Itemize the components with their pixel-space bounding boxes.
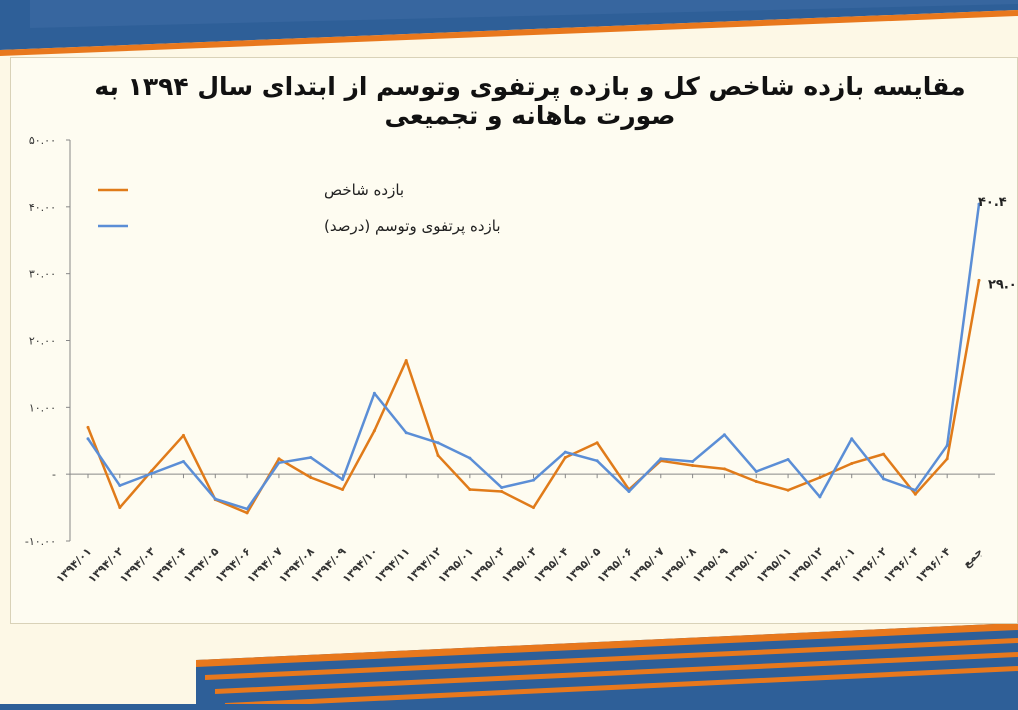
data-point <box>882 477 886 481</box>
data-point <box>913 488 917 492</box>
series-line-2 <box>86 203 981 511</box>
data-point <box>659 457 663 461</box>
data-point <box>245 511 249 515</box>
data-point <box>500 486 504 490</box>
y-tick-label: ۴۰.۰۰ <box>29 201 56 214</box>
data-point <box>341 488 345 492</box>
data-point <box>818 495 822 499</box>
data-point <box>882 452 886 456</box>
data-point <box>372 429 376 433</box>
data-point <box>468 456 472 460</box>
data-point <box>213 497 217 501</box>
y-tick-label: - <box>52 468 56 481</box>
data-point <box>595 459 599 463</box>
chart-title: مقایسه بازده شاخص کل و بازده پرتفوی وتوس… <box>94 72 966 130</box>
data-point <box>277 457 281 461</box>
data-point <box>118 506 122 510</box>
data-point <box>436 453 440 457</box>
x-tick-label: جمع <box>960 545 985 570</box>
data-point <box>754 469 758 473</box>
data-point <box>913 492 917 496</box>
data-point <box>468 488 472 492</box>
data-point <box>786 488 790 492</box>
end-value-label-portfolio: ۴۰.۴ <box>978 195 1007 210</box>
chart-panel <box>10 57 1018 624</box>
data-point <box>309 476 313 480</box>
y-tick-label: ۳۰.۰۰ <box>29 268 56 281</box>
data-point <box>86 437 90 441</box>
data-point <box>436 441 440 445</box>
data-point <box>150 469 154 473</box>
end-value-label-index: ۲۹.۰ <box>988 277 1017 292</box>
data-point <box>86 425 90 429</box>
legend-label-1: بازده شاخص <box>324 181 404 199</box>
data-point <box>181 433 185 437</box>
data-point <box>181 459 185 463</box>
data-point <box>404 359 408 363</box>
data-point <box>977 278 981 282</box>
data-point <box>500 490 504 494</box>
data-point <box>945 443 949 447</box>
data-point <box>372 391 376 395</box>
data-point <box>786 457 790 461</box>
data-point <box>532 506 535 510</box>
data-point <box>341 478 345 482</box>
data-point <box>691 459 695 463</box>
data-point <box>150 471 154 475</box>
data-point <box>245 507 249 511</box>
data-point <box>532 478 535 482</box>
data-point <box>977 202 981 206</box>
data-point <box>850 437 854 441</box>
data-point <box>945 457 949 461</box>
data-point <box>563 455 567 459</box>
y-tick-label: ۲۰.۰۰ <box>29 335 56 348</box>
y-tick-label: ۵۰.۰۰ <box>29 134 56 147</box>
data-point <box>627 490 631 494</box>
data-point <box>563 450 567 454</box>
data-point <box>309 455 313 459</box>
data-point <box>595 441 599 445</box>
y-tick-label: -۱۰.۰۰ <box>25 535 56 548</box>
x-tick-label: ۱۳۹۶/۰۴ <box>913 545 954 586</box>
y-tick-label: ۱۰.۰۰ <box>29 401 56 414</box>
data-point <box>754 480 758 484</box>
data-point <box>691 463 695 467</box>
data-point <box>850 461 854 465</box>
data-point <box>118 484 122 488</box>
data-point <box>722 433 726 437</box>
data-point <box>277 461 281 465</box>
data-point <box>404 431 408 435</box>
data-point <box>818 476 822 480</box>
legend-label-2: بازده پرتفوی وتوسم (درصد) <box>324 217 501 236</box>
data-point <box>722 467 726 471</box>
